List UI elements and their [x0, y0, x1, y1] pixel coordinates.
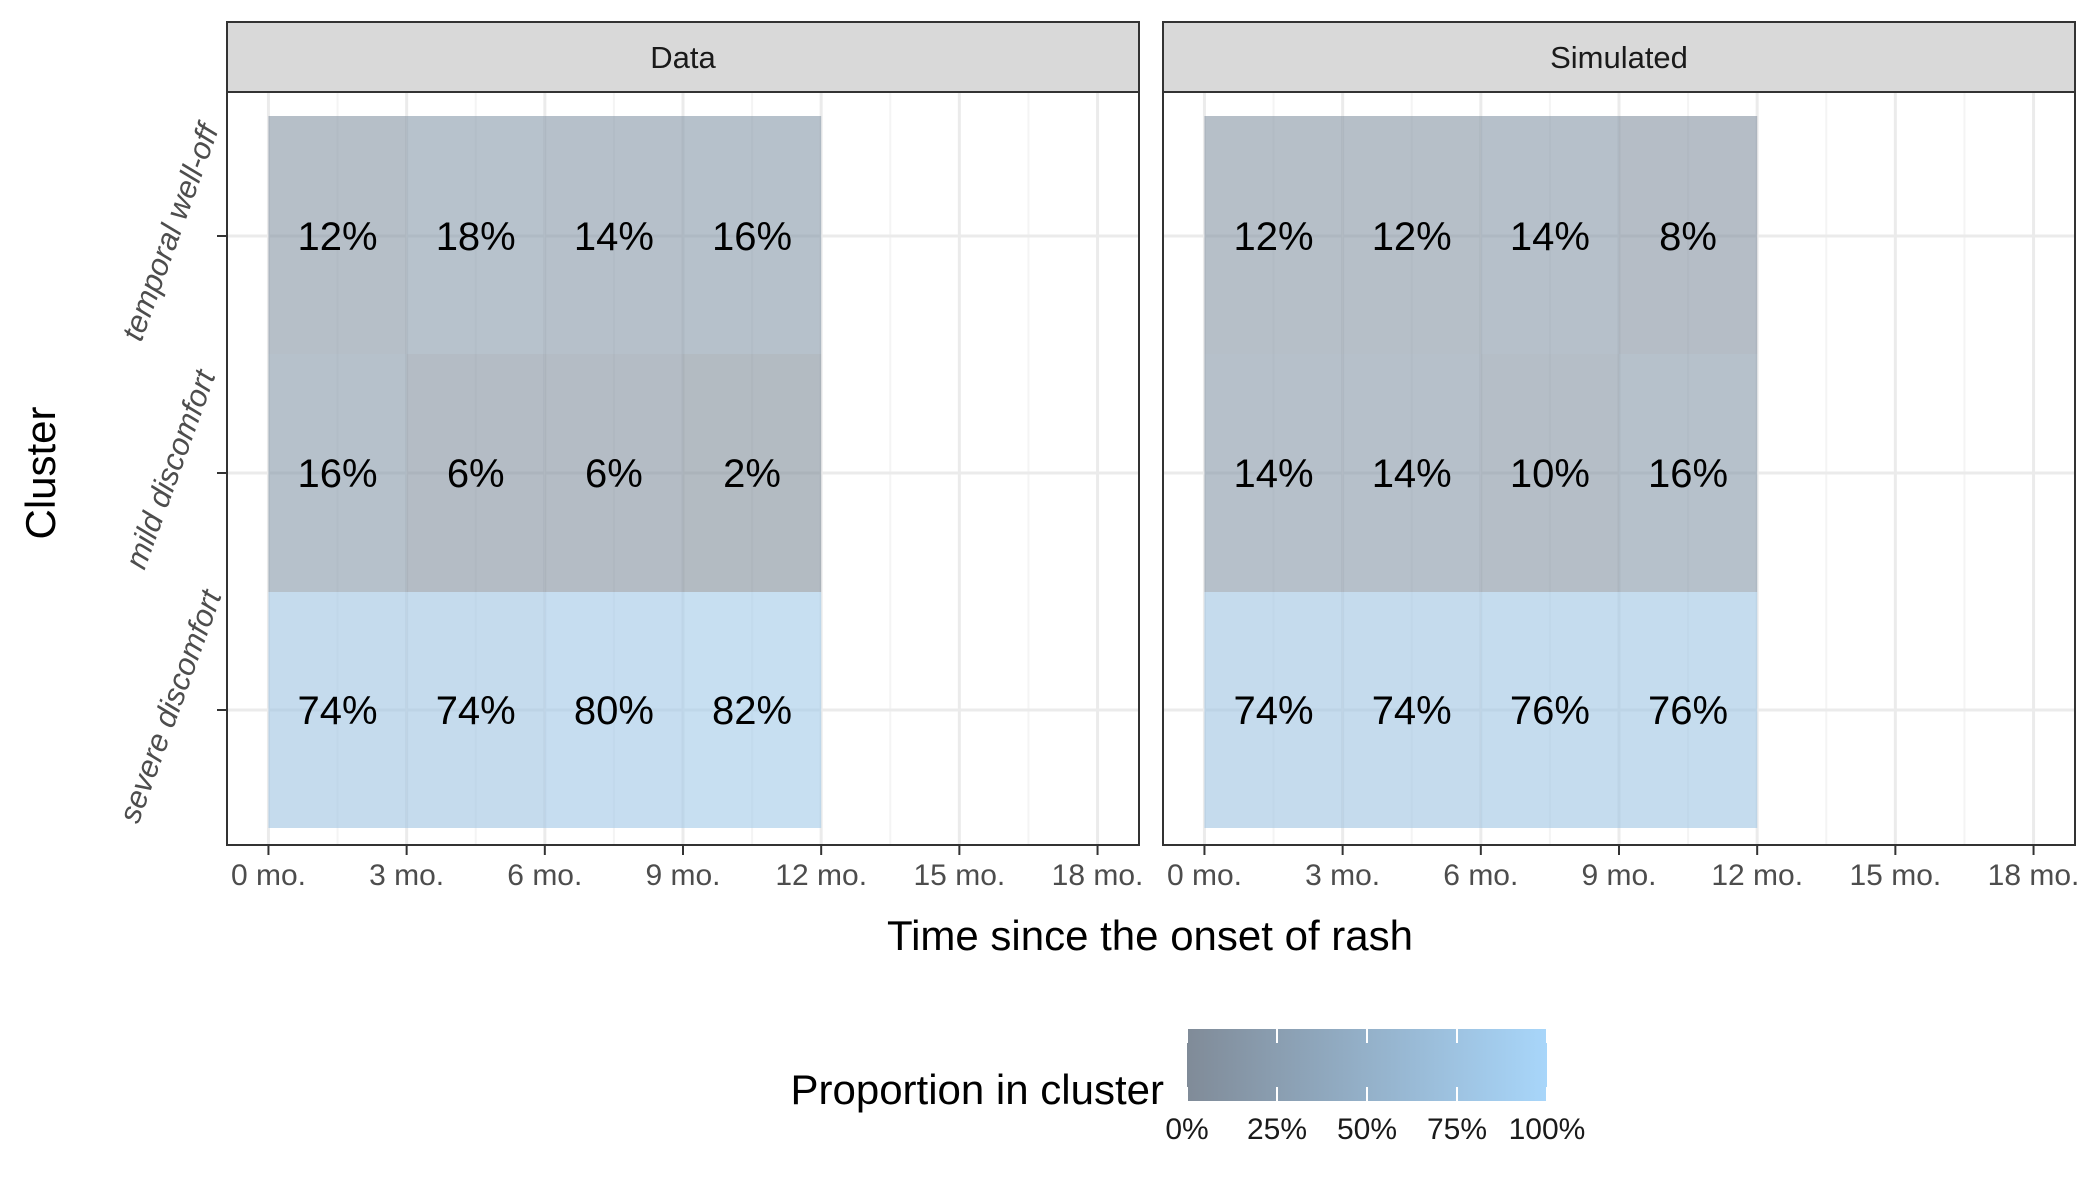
cell-label: 12%	[1234, 215, 1314, 259]
facet-strip	[226, 21, 1140, 93]
y-axis-title: Cluster	[17, 406, 64, 539]
heatmap-tile	[406, 116, 545, 354]
heatmap-tile	[1480, 592, 1619, 828]
cell-label: 6%	[447, 452, 505, 496]
heatmap-tile	[1619, 116, 1758, 354]
heatmap-tile	[544, 592, 683, 828]
x-tick-label: 3 mo.	[1305, 859, 1380, 892]
y-tick-label: temporal well-off	[115, 116, 227, 345]
heatmap-tile	[1204, 592, 1343, 828]
legend: Proportion in cluster 0% 25% 50% 75% 100%	[790, 1029, 1585, 1146]
cell-label: 76%	[1510, 689, 1590, 733]
x-tick-label: 0 mo.	[231, 859, 306, 892]
y-axis: temporal well-off mild discomfort severe d…	[112, 116, 229, 827]
cell-label: 76%	[1648, 689, 1728, 733]
cell-label: 16%	[1648, 452, 1728, 496]
heatmap-tile	[406, 592, 545, 828]
heatmap-tile	[268, 592, 407, 828]
heatmap-tile	[683, 592, 822, 828]
heatmap-tile	[1204, 116, 1343, 354]
heatmap-tile	[1480, 116, 1619, 354]
facet-simulated: 12% 12% 14% 8% 14% 14% 10% 16% 74% 74% 76% 76% Simul…	[1162, 21, 2080, 892]
x-tick-label: 12 mo.	[775, 859, 867, 892]
cell-label: 10%	[1510, 452, 1590, 496]
legend-tick-label: 50%	[1337, 1113, 1397, 1146]
cell-label: 6%	[585, 452, 643, 496]
cell-label: 82%	[712, 689, 792, 733]
x-axis-title: Time since the onset of rash	[887, 912, 1413, 959]
cell-label: 14%	[1372, 452, 1452, 496]
cell-label: 18%	[436, 215, 516, 259]
x-tick-label: 9 mo.	[1581, 859, 1656, 892]
legend-tick-label: 0%	[1165, 1113, 1208, 1146]
heatmap-tile	[1342, 592, 1481, 828]
cell-label: 12%	[1372, 215, 1452, 259]
x-tick-label: 15 mo.	[914, 859, 1006, 892]
legend-tick-label: 75%	[1427, 1113, 1487, 1146]
heatmap-tile	[1619, 592, 1758, 828]
cell-label: 74%	[436, 689, 516, 733]
x-tick-label: 3 mo.	[369, 859, 444, 892]
legend-title: Proportion in cluster	[790, 1066, 1164, 1113]
y-tick-label: mild discomfort	[118, 364, 223, 573]
cell-label: 16%	[712, 215, 792, 259]
heatmap-tile	[683, 116, 822, 354]
cell-label: 80%	[574, 689, 654, 733]
x-tick-label: 18 mo.	[1052, 859, 1144, 892]
heatmap-tile	[1619, 354, 1758, 592]
y-tick-label: severe discomfort	[112, 584, 229, 827]
heatmap-tile	[1342, 354, 1481, 592]
heatmap-tile	[268, 354, 407, 592]
heatmap-tile	[1204, 354, 1343, 592]
cell-label: 14%	[574, 215, 654, 259]
facet-strip-label: Simulated	[1550, 40, 1688, 75]
x-tick-label: 15 mo.	[1850, 859, 1942, 892]
facet-data: 12% 18% 14% 16% 16% 6% 6% 2% 74% 74% 80% 82% Data 0 m…	[226, 21, 1144, 892]
heatmap-tile	[683, 354, 822, 592]
legend-tick-label: 100%	[1509, 1113, 1586, 1146]
x-tick-label: 9 mo.	[645, 859, 720, 892]
cell-label: 8%	[1659, 215, 1717, 259]
cell-label: 14%	[1510, 215, 1590, 259]
heatmap-tile	[406, 354, 545, 592]
cell-label: 74%	[1234, 689, 1314, 733]
cell-label: 12%	[298, 215, 378, 259]
heatmap-tile	[544, 354, 683, 592]
heatmap-tile	[268, 116, 407, 354]
legend-tick-label: 25%	[1247, 1113, 1307, 1146]
facet-strip	[1162, 21, 2076, 93]
heatmap-tile	[1342, 116, 1481, 354]
cell-label: 14%	[1234, 452, 1314, 496]
x-tick-label: 18 mo.	[1988, 859, 2080, 892]
cell-label: 74%	[1372, 689, 1452, 733]
x-tick-label: 6 mo.	[1443, 859, 1518, 892]
facet-strip-label: Data	[650, 40, 716, 75]
cell-label: 16%	[298, 452, 378, 496]
x-tick-label: 0 mo.	[1167, 859, 1242, 892]
heatmap-tile	[544, 116, 683, 354]
cell-label: 2%	[723, 452, 781, 496]
x-tick-label: 12 mo.	[1711, 859, 1803, 892]
x-tick-label: 6 mo.	[507, 859, 582, 892]
cell-label: 74%	[298, 689, 378, 733]
heatmap-tile	[1480, 354, 1619, 592]
